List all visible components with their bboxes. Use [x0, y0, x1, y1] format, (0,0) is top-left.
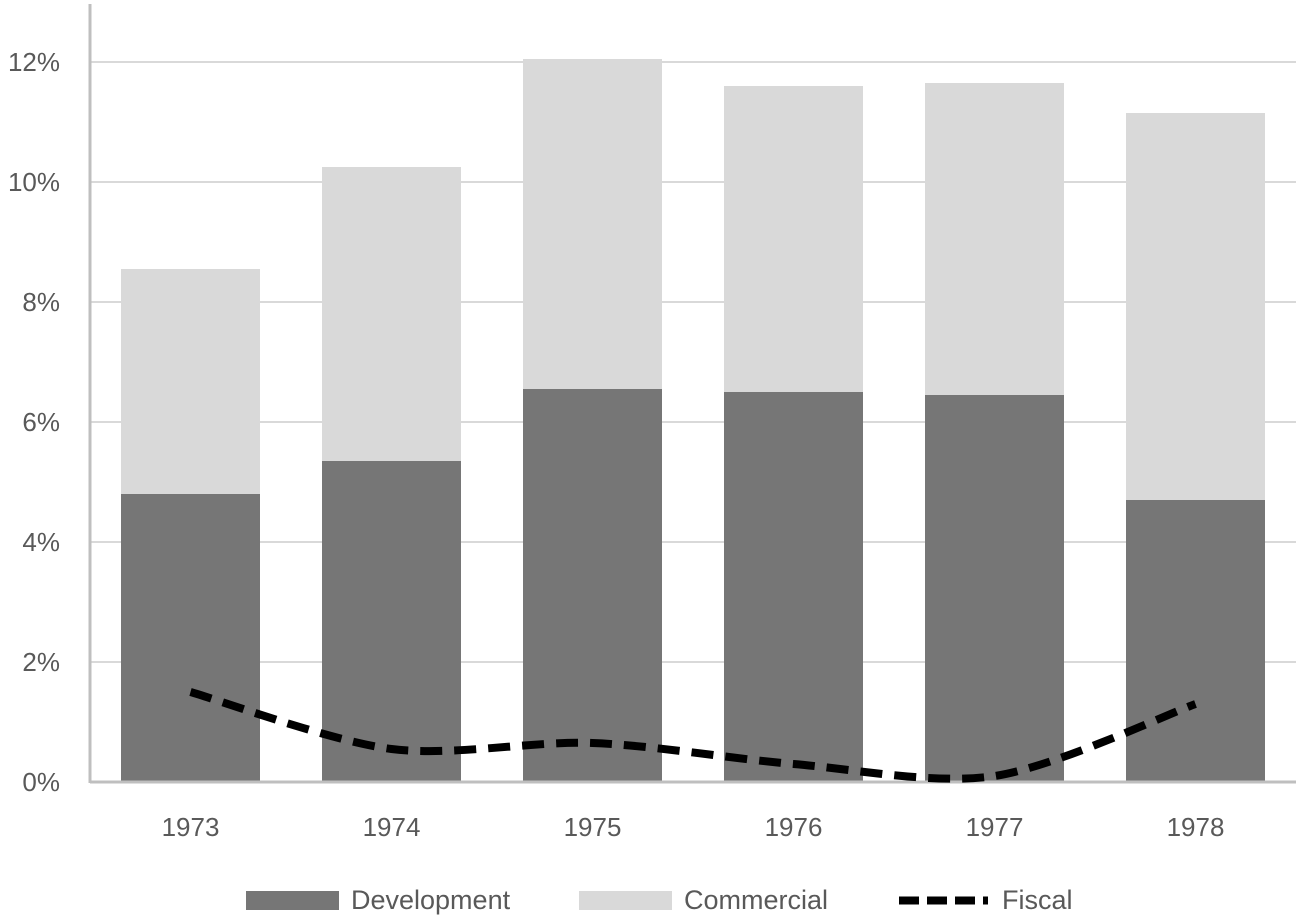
bar-commercial-1973 [121, 269, 260, 494]
legend-item-commercial: Commercial [579, 880, 828, 920]
y-tick-label: 10% [8, 167, 60, 197]
x-tick-label: 1978 [1167, 812, 1225, 842]
y-tick-label: 6% [22, 407, 60, 437]
y-tick-label: 2% [22, 647, 60, 677]
bar-commercial-1974 [322, 167, 461, 461]
x-tick-label: 1976 [765, 812, 823, 842]
x-tick-label: 1973 [162, 812, 220, 842]
axes [90, 4, 1296, 783]
x-tick-label: 1975 [564, 812, 622, 842]
bar-development-1976 [724, 392, 863, 782]
legend-swatch-fiscal [897, 891, 990, 910]
bar-development-1974 [322, 461, 461, 782]
gridlines [90, 62, 1296, 662]
bar-commercial-1978 [1126, 113, 1265, 500]
y-tick-label: 0% [22, 767, 60, 797]
bar-development-1978 [1126, 500, 1265, 782]
legend-label-development: Development [351, 885, 510, 916]
legend-label-fiscal: Fiscal [1002, 885, 1073, 916]
y-tick-label: 12% [8, 47, 60, 77]
legend-swatch-commercial [579, 891, 672, 910]
bar-development-1975 [523, 389, 662, 782]
legend-item-fiscal: Fiscal [897, 880, 1073, 920]
bar-commercial-1977 [925, 83, 1064, 395]
legend-label-commercial: Commercial [684, 885, 828, 916]
bar-commercial-1975 [523, 59, 662, 389]
x-tick-label: 1974 [363, 812, 421, 842]
legend-item-development: Development [246, 880, 510, 920]
y-tick-label: 4% [22, 527, 60, 557]
legend-swatch-development [246, 891, 339, 910]
bar-commercial-1976 [724, 86, 863, 392]
legend: Development Commercial Fiscal [0, 880, 1299, 920]
bars [121, 59, 1265, 782]
bar-development-1977 [925, 395, 1064, 782]
bar-development-1973 [121, 494, 260, 782]
x-tick-label: 1977 [966, 812, 1024, 842]
y-tick-label: 8% [22, 287, 60, 317]
